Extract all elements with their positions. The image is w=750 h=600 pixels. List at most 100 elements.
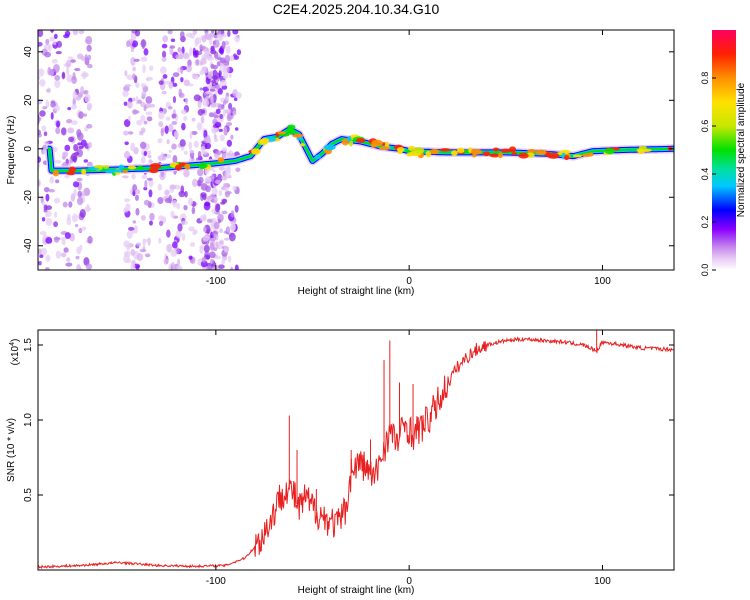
noise-speckle — [158, 237, 162, 244]
noise-speckle — [210, 30, 215, 34]
ridge-blob — [489, 153, 500, 158]
noise-speckle — [31, 221, 35, 226]
y-tick-label: 40 — [23, 46, 34, 58]
y-tick-label: 0.5 — [23, 488, 34, 502]
noise-speckle — [218, 47, 224, 54]
noise-speckle — [226, 226, 230, 233]
noise-speckle — [180, 109, 187, 115]
noise-speckle — [56, 120, 61, 128]
ridge-blob — [511, 152, 517, 156]
colorbar-tick-label: 0.4 — [700, 168, 710, 181]
noise-speckle — [45, 237, 53, 244]
noise-speckle — [175, 54, 183, 60]
ridge-blob — [103, 165, 110, 169]
noise-speckle — [157, 138, 163, 144]
noise-speckle — [33, 170, 37, 177]
noise-speckle — [78, 30, 85, 35]
noise-speckle — [44, 266, 50, 270]
noise-speckle — [205, 178, 212, 183]
noise-speckle — [206, 35, 212, 41]
noise-speckle — [161, 43, 168, 49]
noise-speckle — [158, 110, 165, 120]
noise-speckle — [164, 189, 170, 196]
y-tick-label: 20 — [23, 94, 34, 106]
ridge-blob — [535, 149, 547, 155]
noise-speckle — [66, 257, 71, 262]
noise-speckle — [132, 220, 137, 224]
noise-speckle — [183, 115, 188, 121]
ridge-blob — [149, 163, 162, 170]
y-tick-label: -40 — [23, 238, 34, 253]
ridge-blob — [500, 148, 511, 153]
y-tick-label: -20 — [23, 190, 34, 205]
ridge-blob — [292, 133, 304, 138]
noise-speckle — [39, 110, 46, 117]
noise-speckle — [84, 93, 91, 103]
noise-speckle — [234, 264, 239, 270]
noise-speckle — [140, 127, 146, 134]
noise-speckle — [171, 113, 177, 119]
noise-speckle — [148, 103, 156, 108]
noise-speckle — [127, 131, 134, 135]
ridge-blob — [396, 146, 405, 153]
noise-speckle — [168, 123, 174, 133]
ridge-blob — [347, 135, 352, 142]
noise-speckle — [86, 123, 93, 129]
noise-speckle — [60, 252, 67, 258]
noise-speckle — [188, 83, 194, 87]
noise-speckle — [39, 254, 44, 259]
noise-speckle — [76, 177, 83, 182]
noise-speckle — [64, 144, 71, 152]
noise-speckle — [135, 82, 140, 88]
noise-speckle — [83, 159, 89, 163]
noise-speckle — [133, 224, 138, 234]
noise-speckle — [131, 230, 135, 234]
noise-speckle — [215, 84, 220, 90]
ridge-blob — [413, 147, 425, 154]
noise-speckle — [38, 248, 42, 255]
noise-speckle — [226, 167, 231, 174]
noise-speckle — [148, 189, 153, 198]
noise-speckle — [71, 213, 79, 223]
spectrogram-y-label: Frequency (Hz) — [6, 116, 17, 185]
noise-speckle — [188, 197, 194, 206]
ridge-blob — [456, 147, 465, 154]
noise-speckle — [185, 65, 193, 73]
noise-speckle — [146, 116, 153, 122]
noise-speckle — [219, 134, 225, 142]
noise-speckle — [213, 233, 219, 241]
noise-speckle — [140, 114, 146, 122]
noise-speckle — [131, 173, 136, 180]
noise-speckle — [30, 122, 35, 127]
noise-speckle — [171, 261, 175, 270]
noise-speckle — [77, 142, 83, 146]
noise-speckle — [160, 127, 164, 137]
noise-speckle — [43, 131, 48, 137]
noise-speckle — [83, 257, 90, 266]
noise-speckle — [225, 121, 233, 127]
noise-speckle — [213, 247, 218, 252]
noise-speckle — [133, 58, 140, 62]
noise-speckle — [32, 68, 36, 75]
noise-speckle — [45, 38, 50, 45]
noise-speckle — [212, 169, 216, 173]
noise-speckle — [199, 246, 204, 254]
noise-speckle — [198, 176, 204, 184]
noise-speckle — [45, 99, 50, 108]
noise-speckle — [197, 150, 202, 158]
noise-speckle — [161, 50, 167, 59]
noise-speckle — [192, 30, 198, 35]
noise-speckle — [189, 47, 193, 56]
noise-speckle — [210, 96, 214, 104]
noise-speckle — [213, 134, 217, 140]
noise-speckle — [54, 104, 60, 112]
noise-speckle — [169, 45, 175, 49]
noise-speckle — [176, 265, 182, 270]
noise-speckle — [147, 154, 152, 159]
noise-speckle — [61, 71, 65, 79]
noise-speckle — [137, 99, 142, 104]
ridge-blob — [112, 169, 123, 173]
noise-speckle — [226, 114, 232, 122]
noise-speckle — [202, 99, 210, 107]
ridge-blob — [581, 153, 594, 157]
